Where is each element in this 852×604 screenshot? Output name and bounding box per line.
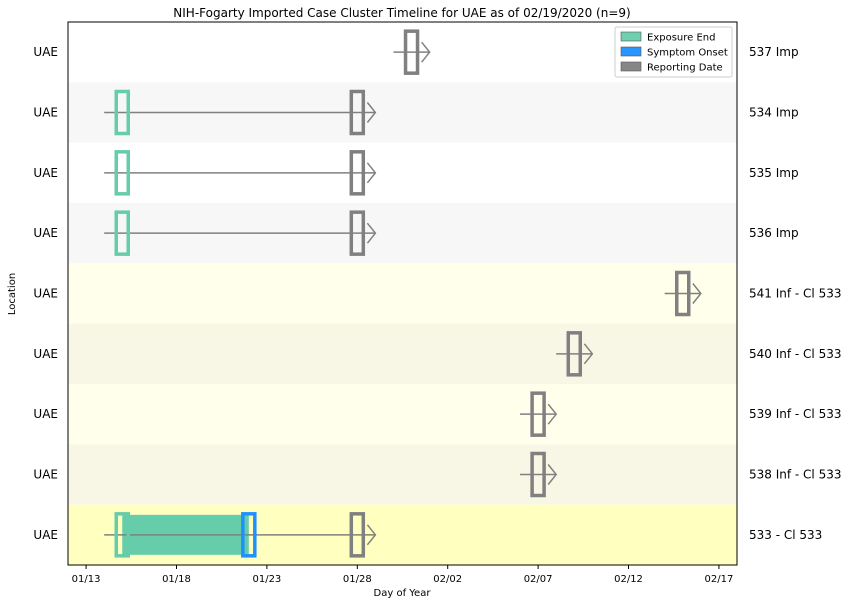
row-location-label: UAE [33, 166, 58, 180]
timeline-arrow [366, 524, 377, 546]
row-case-label: 541 Inf - Cl 533 [749, 287, 841, 301]
row-location-label: UAE [33, 226, 58, 240]
reporting-date-marker [566, 331, 583, 377]
row-case-label: 537 Imp [749, 45, 799, 59]
row-location-label: UAE [33, 106, 58, 120]
x-tick-label: 01/28 [343, 574, 372, 585]
row-case-label: 536 Imp [749, 226, 799, 240]
row-case-label: 540 Inf - Cl 533 [749, 347, 841, 361]
case-row: UAE 533 - Cl 533 [33, 504, 822, 565]
x-tick-label: 02/07 [524, 574, 553, 585]
chart-title: NIH-Fogarty Imported Case Cluster Timeli… [173, 6, 630, 20]
row-case-label: 539 Inf - Cl 533 [749, 407, 841, 421]
rows-layer: UAE 537 Imp UAE 534 Imp UAE 535 Imp UAE 536 Imp… [33, 22, 841, 565]
reporting-date-marker [349, 512, 366, 558]
x-tick-label: 02/17 [705, 574, 734, 585]
exposure-end-marker [114, 89, 130, 136]
plot-frame [67, 21, 738, 566]
row-case-label: 533 - Cl 533 [749, 528, 822, 542]
timeline-arrow [547, 464, 558, 485]
legend-item: Reporting Date [620, 61, 723, 74]
timeline-arrow [366, 162, 377, 184]
row-case-label: 538 Inf - Cl 533 [749, 468, 841, 482]
row-case-label: 535 Imp [749, 166, 799, 180]
row-background [68, 323, 737, 384]
reporting-date-marker [349, 89, 366, 136]
case-row: UAE 541 Inf - Cl 533 [33, 263, 841, 324]
legend-item: Exposure End [620, 31, 715, 44]
x-tick-label: 01/18 [162, 574, 191, 585]
reporting-date-marker [675, 270, 691, 317]
legend: Exposure End Symptom Onset Reporting Date [614, 26, 733, 78]
exposure-end-marker [114, 150, 130, 196]
row-location-label: UAE [33, 468, 58, 482]
timeline-arrow [421, 41, 431, 63]
reporting-date-marker [403, 29, 420, 75]
legend-swatch [620, 46, 642, 57]
reporting-date-marker [349, 150, 366, 196]
reporting-date-marker [349, 210, 366, 256]
x-axis: 01/13 01/18 01/23 01/28 02/02 02/07 02/12 02/17 [72, 565, 734, 585]
x-tick-label: 01/13 [72, 574, 101, 585]
legend-box [614, 26, 733, 78]
reporting-date-marker [530, 451, 546, 498]
case-row: UAE 534 Imp [33, 82, 799, 143]
row-location-label: UAE [33, 407, 58, 421]
timeline-arrow [366, 222, 377, 244]
case-row: UAE 535 Imp [33, 142, 799, 203]
row-location-label: UAE [33, 45, 58, 59]
case-row: UAE 540 Inf - Cl 533 [33, 323, 841, 384]
exposure-end-marker [114, 512, 130, 558]
case-row: UAE 539 Inf - Cl 533 [33, 384, 841, 445]
x-tick-label: 01/23 [252, 574, 281, 585]
x-tick-label: 02/02 [433, 574, 462, 585]
row-location-label: UAE [33, 528, 58, 542]
exposure-end-marker [114, 210, 130, 256]
row-location-label: UAE [33, 347, 58, 361]
legend-item: Symptom Onset [620, 46, 728, 59]
legend-swatch [620, 61, 642, 72]
timeline-arrow [547, 403, 558, 425]
case-row: UAE 536 Imp [33, 203, 799, 264]
timeline-arrow [366, 102, 377, 123]
row-case-label: 534 Imp [749, 106, 799, 120]
case-row: UAE 538 Inf - Cl 533 [33, 444, 841, 505]
row-location-label: UAE [33, 287, 58, 301]
legend-label: Reporting Date [647, 63, 723, 74]
row-background [68, 263, 737, 324]
y-axis-label: Location [7, 273, 18, 315]
timeline-arrow [583, 343, 594, 365]
row-background [68, 444, 737, 505]
x-axis-label: Day of Year [374, 588, 432, 599]
legend-swatch [620, 31, 642, 42]
legend-label: Exposure End [647, 33, 715, 44]
legend-label: Symptom Onset [647, 48, 728, 59]
timeline-arrow [692, 283, 702, 304]
x-tick-label: 02/12 [614, 574, 643, 585]
reporting-date-marker [530, 391, 546, 437]
symptom-onset-marker [241, 512, 257, 558]
row-background [68, 384, 737, 445]
